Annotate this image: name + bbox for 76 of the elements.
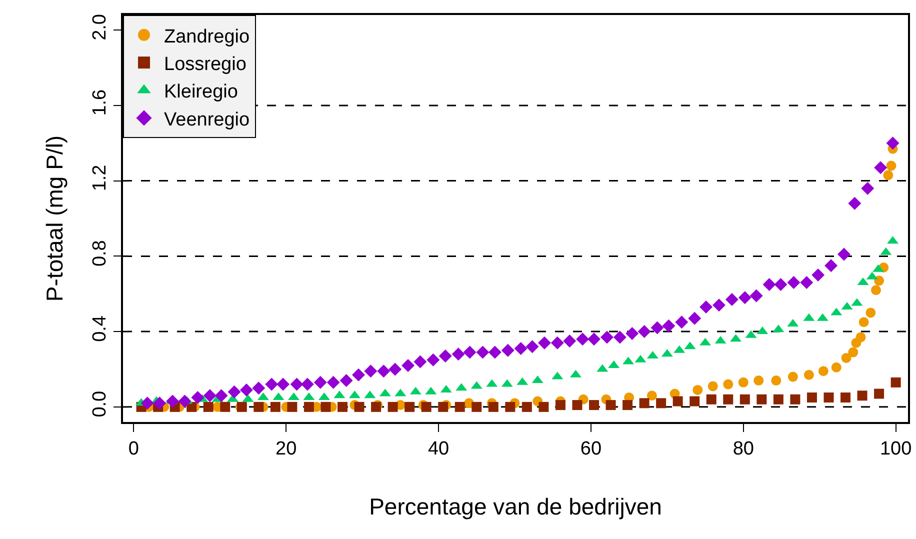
point (874, 388, 884, 399)
y-tick-label: 1.6 (90, 89, 111, 116)
point (421, 402, 432, 412)
point (824, 392, 834, 402)
point (589, 400, 599, 410)
point (788, 372, 798, 382)
x-tick-label: 20 (276, 438, 297, 460)
point (438, 402, 448, 412)
point (874, 276, 884, 286)
x-axis-title: Percentage van de bedrijven (369, 494, 662, 520)
y-tick-label: 1.2 (90, 164, 111, 192)
point (472, 402, 482, 412)
point (756, 394, 767, 404)
point (708, 381, 718, 392)
point (354, 402, 364, 412)
point (856, 332, 866, 342)
point (870, 285, 881, 296)
point (840, 392, 850, 402)
point (270, 402, 280, 412)
point (203, 402, 214, 412)
point (522, 402, 532, 412)
point (639, 398, 650, 408)
point (831, 362, 842, 372)
point (338, 402, 348, 412)
point (572, 400, 582, 410)
point (488, 402, 498, 412)
point (555, 400, 566, 410)
point (320, 402, 331, 412)
point (754, 376, 764, 386)
point (740, 394, 750, 404)
point (505, 402, 516, 412)
point (220, 402, 230, 412)
y-tick-label: 0.8 (90, 240, 111, 267)
point (804, 370, 814, 380)
point (841, 352, 852, 363)
x-tick-label: 80 (732, 438, 754, 460)
point (790, 394, 800, 404)
point (690, 396, 700, 406)
y-tick-label: 2.0 (90, 14, 111, 40)
x-tick-label: 40 (428, 438, 450, 460)
point (857, 390, 868, 401)
y-tick-label: 0.0 (90, 390, 111, 418)
x-tick-label: 60 (580, 438, 602, 460)
x-tick-label: 100 (880, 438, 912, 460)
point (723, 379, 734, 390)
point (848, 347, 858, 358)
point (538, 402, 549, 412)
point (866, 308, 876, 318)
point (773, 394, 784, 404)
point (818, 366, 828, 376)
legend-label: Lossregio (164, 54, 246, 75)
point (806, 392, 817, 402)
y-axis-title: P-totaal (mg P/l) (42, 135, 68, 302)
point (254, 402, 264, 412)
point (890, 377, 901, 388)
legend-label: Zandregio (164, 26, 250, 48)
point (388, 402, 398, 412)
point (706, 394, 716, 404)
point (404, 402, 415, 412)
point (738, 377, 748, 388)
point (622, 400, 633, 410)
point (606, 400, 616, 410)
point (858, 317, 869, 328)
point (723, 394, 734, 404)
point (304, 402, 314, 412)
point (771, 376, 782, 386)
point (656, 398, 666, 408)
x-tick-label: 0 (128, 438, 139, 460)
legend-label: Kleiregio (164, 82, 238, 103)
point (287, 402, 298, 412)
point (454, 402, 465, 412)
point (692, 384, 703, 395)
y-tick-label: 0.4 (90, 315, 111, 342)
point (646, 390, 657, 401)
legend-label: Veenregio (164, 109, 250, 130)
point (672, 396, 683, 406)
